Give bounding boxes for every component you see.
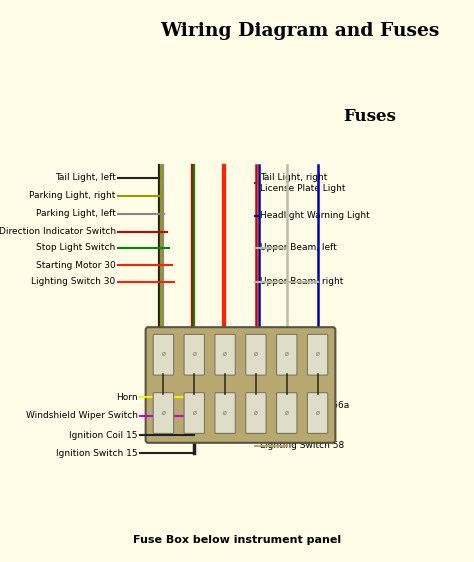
- Text: Ø: Ø: [285, 352, 289, 357]
- Text: Windshield Wiper Switch: Windshield Wiper Switch: [26, 411, 137, 420]
- FancyBboxPatch shape: [246, 393, 266, 433]
- FancyBboxPatch shape: [307, 393, 328, 433]
- Text: Ø: Ø: [162, 352, 165, 357]
- Text: Ø: Ø: [316, 352, 319, 357]
- Text: Dimmer Switch 56a: Dimmer Switch 56a: [260, 401, 349, 410]
- Text: Parking Light, right: Parking Light, right: [29, 192, 116, 201]
- FancyBboxPatch shape: [146, 327, 336, 443]
- Text: Ø: Ø: [192, 411, 196, 415]
- FancyBboxPatch shape: [307, 334, 328, 375]
- Text: Ø: Ø: [285, 411, 289, 415]
- FancyBboxPatch shape: [276, 393, 297, 433]
- FancyBboxPatch shape: [215, 334, 235, 375]
- Text: Ignition Switch 15: Ignition Switch 15: [56, 448, 137, 457]
- Text: Fuses: Fuses: [344, 108, 396, 125]
- Text: Ø: Ø: [192, 352, 196, 357]
- Text: Ø: Ø: [254, 352, 258, 357]
- Text: Tail Light, right
License Plate Light: Tail Light, right License Plate Light: [260, 173, 345, 193]
- FancyBboxPatch shape: [246, 334, 266, 375]
- FancyBboxPatch shape: [215, 393, 235, 433]
- Text: Ignition Coil 15: Ignition Coil 15: [69, 430, 137, 439]
- Text: Horn: Horn: [116, 392, 137, 401]
- FancyBboxPatch shape: [153, 334, 173, 375]
- Text: Ø: Ø: [254, 411, 258, 415]
- Text: Ø: Ø: [223, 411, 227, 415]
- Text: Ø: Ø: [223, 352, 227, 357]
- Text: Upper Beam, right: Upper Beam, right: [260, 278, 343, 287]
- Text: Headlight Warning Light: Headlight Warning Light: [260, 211, 370, 220]
- Text: Starting Motor 30: Starting Motor 30: [36, 261, 116, 270]
- FancyBboxPatch shape: [153, 393, 173, 433]
- Text: Direction Indicator Switch: Direction Indicator Switch: [0, 228, 116, 237]
- Text: Ø: Ø: [316, 411, 319, 415]
- Text: Wiring Diagram and Fuses: Wiring Diagram and Fuses: [160, 22, 440, 40]
- Text: Lighting Switch 30: Lighting Switch 30: [31, 278, 116, 287]
- Text: Upper Beam, left: Upper Beam, left: [260, 243, 337, 252]
- FancyBboxPatch shape: [276, 334, 297, 375]
- Text: Lighting Switch 58: Lighting Switch 58: [260, 442, 344, 451]
- FancyBboxPatch shape: [184, 334, 204, 375]
- Text: Stop Light Switch: Stop Light Switch: [36, 243, 116, 252]
- Text: Fuse Box below instrument panel: Fuse Box below instrument panel: [133, 535, 341, 545]
- Text: Tail Light, left: Tail Light, left: [55, 174, 116, 183]
- Text: Ø: Ø: [162, 411, 165, 415]
- Text: Parking Light, left: Parking Light, left: [36, 210, 116, 219]
- FancyBboxPatch shape: [184, 393, 204, 433]
